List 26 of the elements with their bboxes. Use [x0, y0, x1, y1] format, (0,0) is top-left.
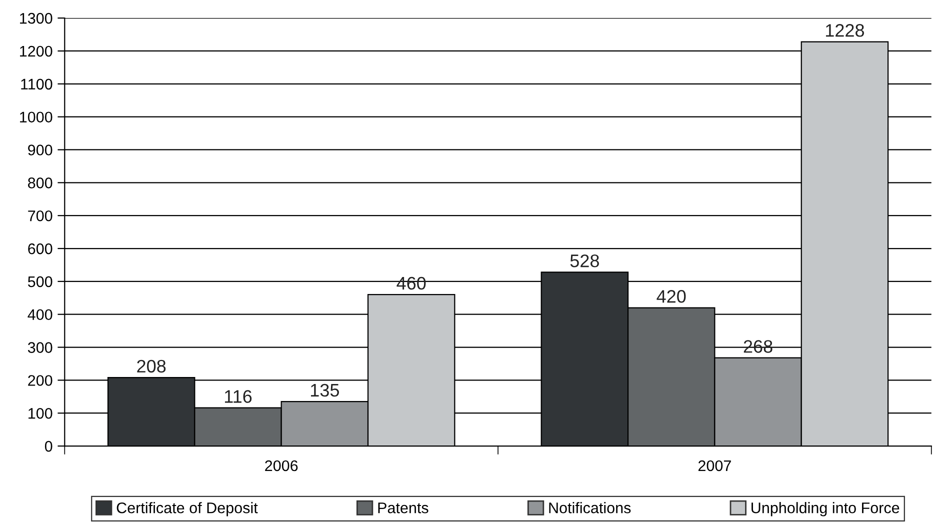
- y-tick-label: 1000: [20, 112, 52, 123]
- data-label: 420: [656, 290, 686, 303]
- y-tick-label: 400: [28, 309, 52, 320]
- y-tick-label: 900: [28, 144, 52, 156]
- legend-label: Unpholding into Force: [752, 502, 900, 516]
- data-label: 135: [310, 384, 339, 397]
- y-tick-label: 1200: [20, 46, 52, 57]
- y-tick-label: 600: [28, 243, 52, 254]
- legend-label: Certificate of Deposit: [116, 502, 258, 516]
- data-label: 528: [570, 254, 599, 268]
- y-tick-label: 100: [28, 408, 52, 419]
- data-label: 208: [137, 360, 166, 373]
- data-label: 116: [224, 390, 252, 403]
- y-tick-label: 1300: [20, 12, 52, 24]
- y-tick-label: 500: [28, 276, 52, 288]
- y-tick-label: 0: [44, 440, 52, 452]
- y-tick-label: 200: [28, 375, 52, 386]
- x-tick-label: 2006: [265, 460, 298, 472]
- y-tick-label: 300: [28, 342, 52, 353]
- data-label: 1228: [826, 24, 864, 37]
- legend-label: Patents: [378, 502, 428, 514]
- x-tick-label: 2007: [698, 460, 731, 472]
- y-tick-label: 800: [28, 178, 52, 188]
- y-tick-label: 1100: [21, 78, 52, 90]
- y-tick-label: 700: [28, 210, 52, 222]
- legend-label: Notifications: [549, 502, 631, 514]
